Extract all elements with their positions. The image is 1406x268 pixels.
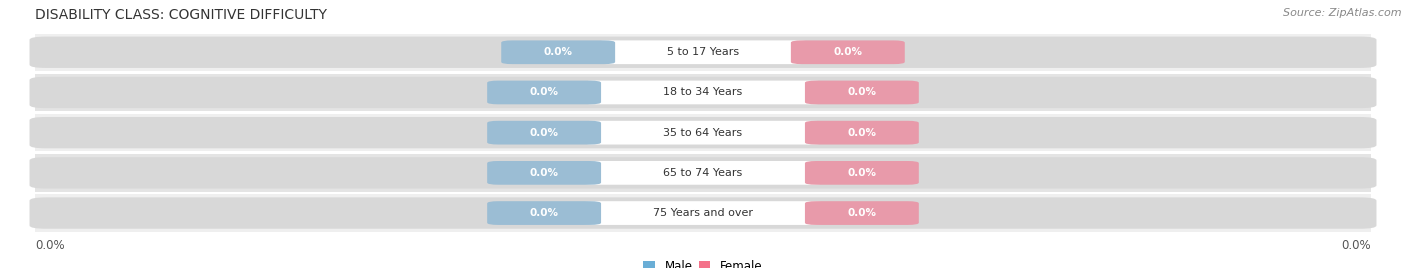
Text: 0.0%: 0.0% <box>530 208 558 218</box>
FancyBboxPatch shape <box>501 40 616 64</box>
Text: 0.0%: 0.0% <box>848 208 876 218</box>
Text: 0.0%: 0.0% <box>530 128 558 138</box>
Bar <box>35 154 1371 192</box>
Text: 65 to 74 Years: 65 to 74 Years <box>664 168 742 178</box>
FancyBboxPatch shape <box>806 121 920 144</box>
Text: 0.0%: 0.0% <box>544 47 572 57</box>
Text: 0.0%: 0.0% <box>530 168 558 178</box>
Text: DISABILITY CLASS: COGNITIVE DIFFICULTY: DISABILITY CLASS: COGNITIVE DIFFICULTY <box>35 8 328 22</box>
FancyBboxPatch shape <box>582 161 823 185</box>
FancyBboxPatch shape <box>582 121 823 144</box>
Text: 35 to 64 Years: 35 to 64 Years <box>664 128 742 138</box>
Bar <box>35 114 1371 151</box>
FancyBboxPatch shape <box>582 201 823 225</box>
FancyBboxPatch shape <box>596 40 810 64</box>
Text: 0.0%: 0.0% <box>1341 239 1371 252</box>
FancyBboxPatch shape <box>30 77 1376 108</box>
FancyBboxPatch shape <box>30 197 1376 229</box>
FancyBboxPatch shape <box>486 161 602 185</box>
Text: 0.0%: 0.0% <box>848 168 876 178</box>
Bar <box>35 194 1371 232</box>
Legend: Male, Female: Male, Female <box>644 260 762 268</box>
Text: 0.0%: 0.0% <box>848 128 876 138</box>
FancyBboxPatch shape <box>806 161 920 185</box>
Text: 0.0%: 0.0% <box>530 87 558 98</box>
Bar <box>35 34 1371 71</box>
FancyBboxPatch shape <box>30 157 1376 189</box>
FancyBboxPatch shape <box>486 81 602 104</box>
Text: 18 to 34 Years: 18 to 34 Years <box>664 87 742 98</box>
Bar <box>35 74 1371 111</box>
FancyBboxPatch shape <box>806 201 920 225</box>
FancyBboxPatch shape <box>486 201 602 225</box>
Text: 5 to 17 Years: 5 to 17 Years <box>666 47 740 57</box>
Text: 0.0%: 0.0% <box>834 47 862 57</box>
FancyBboxPatch shape <box>486 121 602 144</box>
Text: Source: ZipAtlas.com: Source: ZipAtlas.com <box>1284 8 1402 18</box>
Text: 0.0%: 0.0% <box>848 87 876 98</box>
Text: 0.0%: 0.0% <box>35 239 65 252</box>
FancyBboxPatch shape <box>582 81 823 104</box>
FancyBboxPatch shape <box>30 37 1376 68</box>
FancyBboxPatch shape <box>790 40 905 64</box>
FancyBboxPatch shape <box>30 117 1376 148</box>
Text: 75 Years and over: 75 Years and over <box>652 208 754 218</box>
FancyBboxPatch shape <box>806 81 920 104</box>
